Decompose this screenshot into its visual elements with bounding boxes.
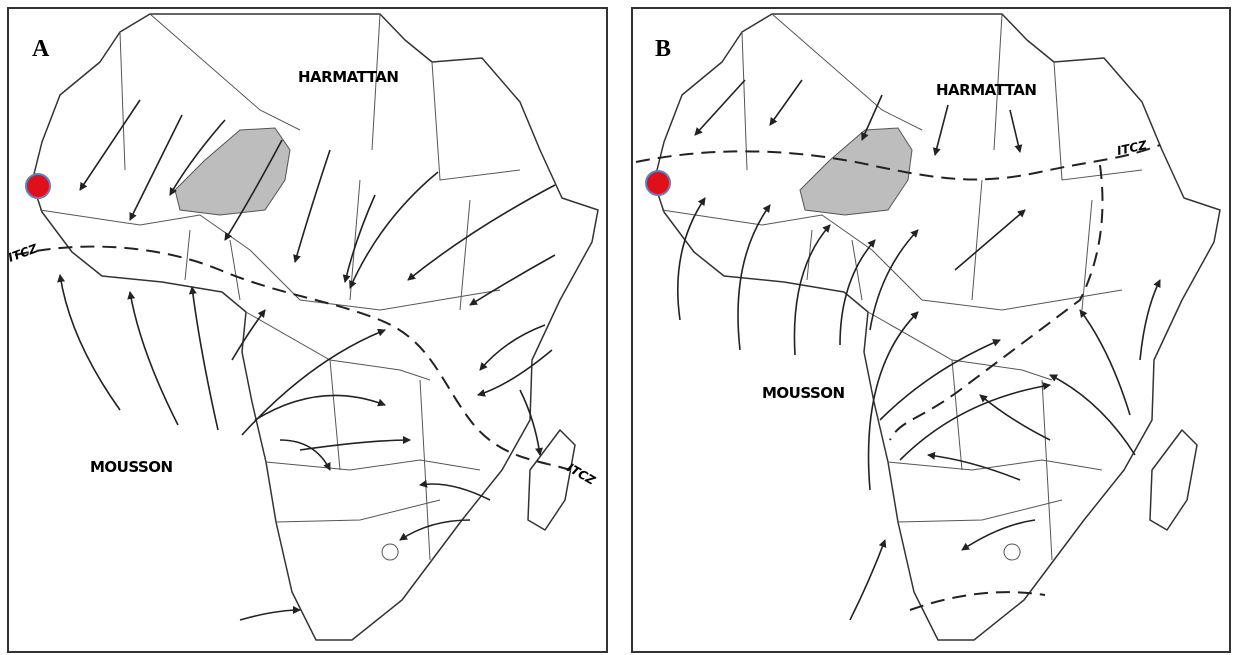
- wind-arrows: [57, 99, 556, 621]
- harmattan-label: HARMATTAN: [936, 81, 1036, 99]
- panel-frame: [631, 7, 1231, 653]
- mousson-label: MOUSSON: [90, 458, 173, 476]
- itcz-line: [635, 144, 1161, 181]
- mousson-label: MOUSSON: [762, 384, 845, 402]
- niger-highlight: [799, 127, 913, 216]
- itcz-line: [909, 591, 1046, 611]
- wind-arrows: [677, 79, 1161, 621]
- panel-label: A: [32, 36, 50, 62]
- itcz-label: ITCZ: [1116, 138, 1149, 158]
- panel-label: B: [655, 36, 671, 62]
- harmattan-label: HARMATTAN: [298, 68, 398, 86]
- niger-highlight: [174, 127, 291, 216]
- itcz-line: [889, 164, 1104, 441]
- location-marker: [25, 173, 51, 199]
- itcz-line: [14, 245, 571, 471]
- panel-frame: [7, 7, 608, 653]
- location-marker: [645, 170, 671, 196]
